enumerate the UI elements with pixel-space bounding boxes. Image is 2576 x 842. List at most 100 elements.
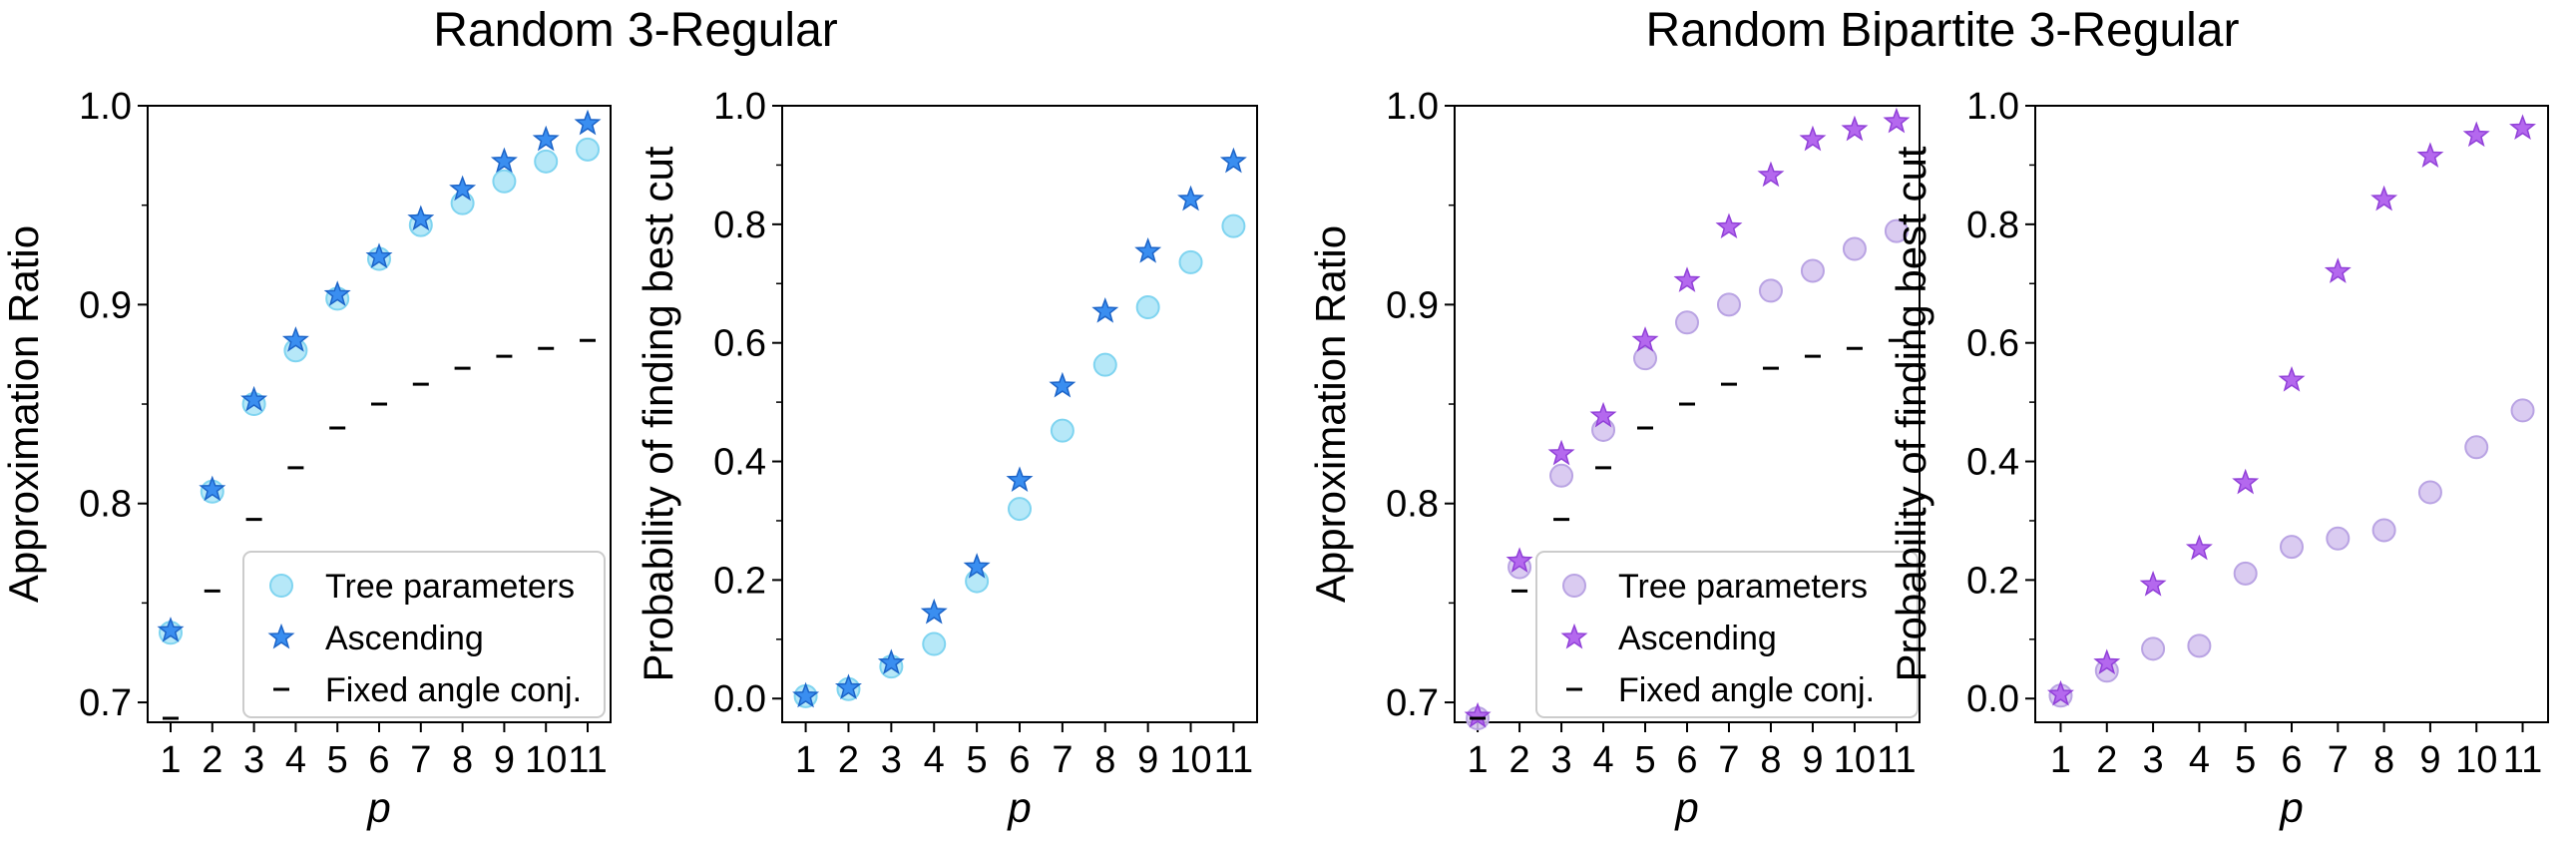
data-point-circle	[2187, 633, 2212, 658]
group-title-random-bipartite-3-regular: Random Bipartite 3-Regular	[1646, 4, 2240, 57]
data-point-circle	[576, 137, 601, 162]
data-point-circle	[922, 632, 947, 656]
data-point-star	[1883, 107, 1911, 134]
x-tick-label: 8	[452, 739, 473, 781]
data-point-circle	[1591, 417, 1616, 442]
y-tick-label: 0.9	[79, 284, 132, 326]
y-tick-label: 0.9	[1386, 284, 1439, 326]
series-tree-parameters	[793, 213, 1246, 708]
x-tick-label: 9	[2419, 739, 2440, 781]
data-point-circle	[2326, 526, 2351, 551]
data-point-circle	[2417, 480, 2442, 505]
data-point-circle	[1884, 218, 1909, 243]
data-point-star	[2509, 114, 2536, 141]
y-tick-label: 1.0	[1966, 86, 2019, 128]
x-tick-label: 5	[2235, 739, 2256, 781]
x-tick-label: 1	[160, 739, 181, 781]
series-ascending	[792, 147, 1247, 708]
x-tick-label: 10	[525, 739, 567, 781]
data-point-circle	[1050, 418, 1074, 443]
data-point-star	[490, 147, 518, 174]
x-axis-label: p	[2278, 784, 2303, 831]
legend-box	[242, 551, 606, 718]
data-point-star	[574, 109, 602, 136]
data-point-star	[1673, 266, 1701, 292]
x-tick-label: 9	[494, 739, 515, 781]
y-tick-label: 0.6	[713, 323, 766, 365]
data-point-star	[1049, 371, 1076, 398]
data-point-star	[407, 205, 435, 231]
x-tick-label: 11	[1877, 739, 1916, 781]
data-point-star	[2093, 648, 2121, 675]
data-point-circle	[2280, 535, 2304, 560]
x-tick-label: 6	[368, 739, 389, 781]
data-point-star	[365, 242, 393, 268]
data-point-star	[281, 326, 309, 352]
x-tick-label: 2	[838, 739, 859, 781]
x-tick-label: 9	[1802, 739, 1823, 781]
x-tick-label: 11	[2503, 739, 2542, 781]
x-tick-label: 1	[1468, 739, 1489, 781]
x-axis-label: p	[1006, 784, 1031, 831]
y-axis-label: Probability of finding best cut	[635, 146, 681, 681]
x-tick-label: 1	[795, 739, 816, 781]
legend-marker-circle	[1562, 574, 1586, 598]
x-tick-label: 3	[2143, 739, 2164, 781]
data-point-star	[1464, 701, 1492, 728]
x-axis-label: p	[1673, 784, 1698, 831]
data-point-star	[835, 673, 862, 699]
y-axis-label: Probability of finding best cut	[1888, 146, 1934, 681]
x-tick-label: 8	[2373, 739, 2394, 781]
data-point-star	[2047, 679, 2074, 706]
legend-marker-star	[1560, 623, 1588, 649]
data-point-circle	[1633, 346, 1658, 371]
y-axis-label: Approximation Ratio	[0, 225, 47, 603]
data-point-star	[2185, 534, 2213, 561]
data-point-star	[2278, 365, 2306, 392]
data-point-star	[792, 681, 820, 708]
x-tick-label: 11	[568, 739, 607, 781]
data-point-circle	[1178, 249, 1203, 274]
data-point-circle	[2233, 561, 2258, 586]
data-point-star	[532, 125, 560, 152]
data-point-star	[1006, 466, 1034, 493]
data-point-star	[963, 553, 991, 579]
data-point-star	[2324, 257, 2352, 283]
series-fixed-angle-conj-	[1470, 338, 1905, 720]
data-point-circle	[1221, 213, 1246, 238]
series-ascending	[157, 109, 602, 642]
data-point-star	[877, 648, 905, 675]
x-axis-label: p	[365, 784, 390, 831]
y-tick-label: 0.4	[713, 442, 766, 484]
x-tick-label: 7	[1052, 739, 1073, 781]
data-point-star	[1631, 326, 1659, 352]
data-point-star	[1589, 401, 1617, 428]
data-point-star	[920, 598, 948, 625]
y-tick-label: 0.2	[1966, 560, 2019, 602]
data-point-star	[1091, 297, 1119, 323]
y-tick-label: 0.0	[713, 678, 766, 720]
data-point-circle	[1092, 352, 1117, 377]
data-point-star	[2139, 570, 2167, 597]
y-tick-label: 0.7	[1386, 682, 1439, 724]
x-tick-label: 2	[1509, 739, 1530, 781]
data-point-circle	[1716, 292, 1741, 317]
data-point-star	[157, 617, 185, 642]
legend-box	[1535, 551, 1919, 718]
y-tick-label: 1.0	[713, 86, 766, 128]
data-point-star	[1757, 161, 1785, 188]
data-point-star	[199, 475, 226, 502]
data-point-circle	[534, 149, 559, 174]
x-tick-label: 7	[1718, 739, 1739, 781]
data-point-star	[2232, 468, 2260, 495]
x-tick-label: 3	[1550, 739, 1571, 781]
x-tick-label: 2	[2096, 739, 2117, 781]
legend-entry-label: Fixed angle conj.	[325, 671, 582, 709]
x-tick-label: 10	[1834, 739, 1876, 781]
data-point-circle	[492, 169, 517, 194]
data-point-star	[1841, 115, 1869, 142]
x-tick-label: 7	[410, 739, 431, 781]
x-tick-label: 4	[285, 739, 306, 781]
y-tick-label: 1.0	[1386, 86, 1439, 128]
x-tick-label: 6	[1009, 739, 1030, 781]
